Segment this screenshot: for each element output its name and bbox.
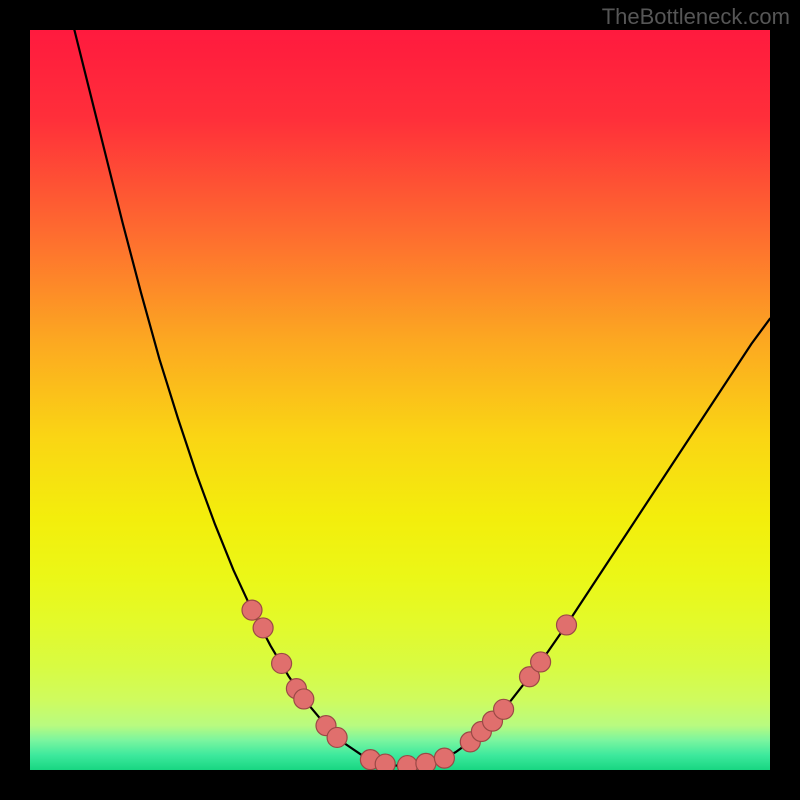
data-marker — [416, 753, 436, 770]
data-marker — [327, 727, 347, 747]
watermark-text: TheBottleneck.com — [602, 4, 790, 30]
data-marker — [557, 615, 577, 635]
data-marker — [531, 652, 551, 672]
chart-svg — [30, 30, 770, 770]
data-marker — [242, 600, 262, 620]
data-marker — [272, 653, 292, 673]
data-marker — [253, 618, 273, 638]
data-marker — [294, 689, 314, 709]
data-marker — [397, 756, 417, 770]
data-marker — [434, 748, 454, 768]
gradient-background — [30, 30, 770, 770]
data-marker — [494, 699, 514, 719]
data-marker — [375, 754, 395, 770]
plot-area — [30, 30, 770, 770]
